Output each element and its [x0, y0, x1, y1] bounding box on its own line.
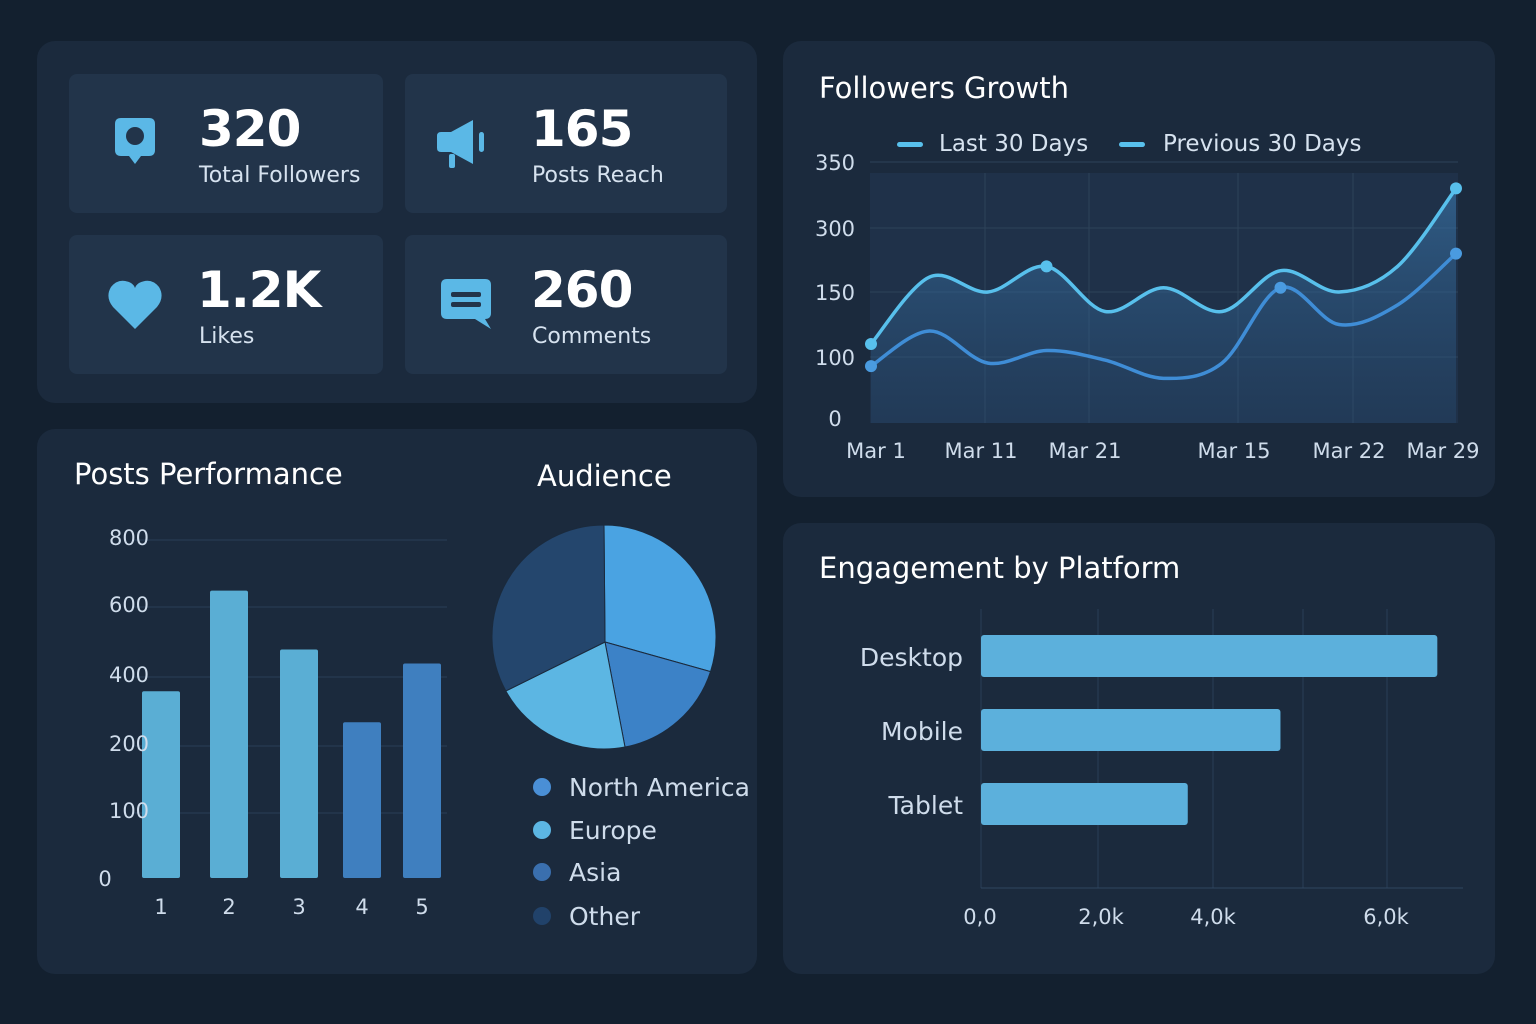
series-line-previous-30-days [869, 251, 1458, 381]
engagement-panel: Engagement by Platform Desktop Mobile Tabl… [783, 523, 1495, 974]
audience-title: Audience [537, 459, 672, 493]
megaphone-icon [437, 120, 484, 168]
x-tick-label: Mar 15 [1197, 439, 1270, 463]
data-point-previous-30-days[interactable] [1274, 281, 1287, 294]
x-tick-label: Mar 11 [944, 439, 1017, 463]
y-tick-label: 400 [109, 663, 149, 687]
comments-label: Comments [532, 324, 652, 349]
heart-icon [108, 280, 162, 329]
legend-label-europe: Europe [569, 816, 657, 845]
data-point-last-30-days[interactable] [1450, 182, 1462, 195]
posts-reach-label: Posts Reach [532, 163, 664, 188]
x-tick-label: 3 [292, 895, 305, 919]
stat-card-total-followers[interactable]: 320 Total Followers [69, 74, 383, 213]
total-followers-value: 320 [199, 100, 301, 158]
bar-tablet[interactable] [981, 783, 1188, 825]
legend-label-north-america: North America [569, 773, 750, 802]
legend-item-north-america[interactable]: North America [533, 773, 750, 803]
legend-item-other[interactable]: Other [533, 902, 640, 932]
likes-label: Likes [199, 324, 255, 349]
category-label-desktop: Desktop [860, 643, 963, 672]
y-tick-label: 200 [109, 732, 149, 756]
legend-label-asia: Asia [569, 858, 622, 887]
x-tick-label: Mar 22 [1312, 439, 1385, 463]
comment-icon [441, 279, 491, 329]
comments-value: 260 [531, 261, 633, 319]
legend-swatch-previous-30-days[interactable] [1119, 142, 1145, 147]
y-tick-label: 800 [109, 526, 149, 550]
y-tick-label: 0 [98, 867, 111, 891]
bar-4[interactable] [343, 722, 381, 878]
stat-card-likes[interactable]: 1.2K Likes [69, 235, 383, 374]
legend-dot-other [533, 907, 551, 925]
posts-performance-chart: 0 100 200 400 600 800 1 2 3 4 5 [98, 526, 447, 919]
legend-swatch-last-30-days[interactable] [897, 142, 923, 147]
likes-value: 1.2K [197, 261, 321, 319]
pie-slice-other[interactable] [491, 524, 606, 692]
pie-slice-europe[interactable] [604, 641, 712, 748]
posts-audience-panel: Posts Performance 0 100 200 400 600 800 1 2 3 4 5… [37, 429, 757, 974]
legend-label-previous-30-days[interactable]: Previous 30 Days [1163, 131, 1362, 157]
posts-performance-title: Posts Performance [74, 457, 343, 491]
followers-growth-panel: Followers Growth Last 30 Days Previous 3… [783, 41, 1495, 497]
y-tick-label: 100 [815, 346, 855, 370]
data-point-previous-30-days[interactable] [865, 360, 877, 373]
legend-dot-north-america [533, 778, 551, 796]
growth-area-fill [871, 188, 1456, 423]
x-tick-label: Mar 29 [1406, 439, 1479, 463]
y-tick-label: 100 [109, 799, 149, 823]
category-label-tablet: Tablet [888, 791, 964, 820]
total-followers-label: Total Followers [199, 163, 361, 188]
bar-3[interactable] [280, 649, 318, 879]
y-tick-label: 150 [815, 281, 855, 305]
x-tick-label: 1 [154, 895, 167, 919]
bar-1[interactable] [142, 691, 180, 878]
y-tick-label: 600 [109, 593, 149, 617]
legend-item-europe[interactable]: Europe [533, 816, 657, 846]
x-tick-label: 2,0k [1078, 905, 1124, 929]
y-tick-label: 350 [815, 151, 855, 175]
x-tick-label: Mar 21 [1048, 439, 1121, 463]
pie-slice-asia[interactable] [505, 641, 626, 750]
engagement-title: Engagement by Platform [819, 551, 1181, 585]
y-tick-label: 0 [828, 407, 841, 431]
growth-legend: Last 30 Days Previous 30 Days [897, 131, 1362, 157]
category-label-mobile: Mobile [881, 717, 963, 746]
followers-growth-title: Followers Growth [819, 71, 1070, 105]
x-tick-label: 5 [415, 895, 428, 919]
legend-dot-europe [533, 821, 551, 839]
x-tick-label: 4 [355, 895, 368, 919]
y-tick-label: 300 [815, 217, 855, 241]
pie-slice-north-america[interactable] [603, 524, 717, 673]
x-tick-label: 4,0k [1190, 905, 1236, 929]
legend-item-asia[interactable]: Asia [533, 858, 621, 888]
bar-2[interactable] [210, 590, 248, 878]
followers-growth-chart: Last 30 Days Previous 30 Days 0 100 150 300… [815, 131, 1480, 463]
legend-label-other: Other [569, 902, 640, 931]
bar-5[interactable] [403, 663, 441, 879]
series-line-last-30-days [869, 186, 1458, 346]
legend-dot-asia [533, 863, 551, 881]
x-tick-label: Mar 1 [846, 439, 906, 463]
data-point-last-30-days[interactable] [1040, 260, 1053, 273]
data-point-previous-30-days[interactable] [1450, 247, 1462, 260]
location-pin-icon [115, 118, 155, 164]
x-tick-label: 6,0k [1363, 905, 1409, 929]
bar-desktop[interactable] [981, 635, 1438, 677]
stats-panel: 320 Total Followers 165 Posts Reach 1.2K… [37, 41, 757, 403]
audience-pie-chart [491, 524, 717, 750]
engagement-chart: Desktop Mobile Tablet 0,0 2,0k 4,0k 6,0k [860, 609, 1463, 929]
data-point-last-30-days[interactable] [865, 338, 877, 350]
posts-reach-value: 165 [531, 100, 633, 158]
stat-card-posts-reach[interactable]: 165 Posts Reach [405, 74, 727, 213]
stat-card-comments[interactable]: 260 Comments [405, 235, 727, 374]
x-tick-label: 0,0 [963, 905, 996, 929]
x-tick-label: 2 [222, 895, 235, 919]
legend-label-last-30-days[interactable]: Last 30 Days [939, 131, 1088, 157]
bar-mobile[interactable] [981, 709, 1281, 751]
